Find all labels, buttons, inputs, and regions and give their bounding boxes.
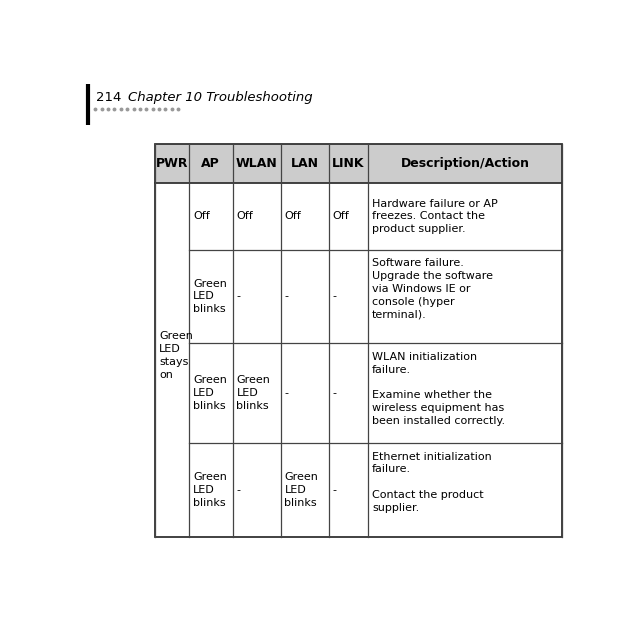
Text: Green
LED
blinks: Green LED blinks	[284, 472, 318, 508]
Text: Green
LED
blinks: Green LED blinks	[237, 375, 270, 411]
Text: -: -	[237, 291, 241, 301]
Text: WLAN: WLAN	[235, 157, 277, 170]
Text: WLAN initialization
failure.

Examine whether the
wireless equipment has
been in: WLAN initialization failure. Examine whe…	[372, 352, 505, 426]
Text: AP: AP	[201, 157, 220, 170]
Text: LINK: LINK	[332, 157, 365, 170]
Text: Off: Off	[193, 211, 210, 221]
Text: Description/Action: Description/Action	[401, 157, 530, 170]
Bar	[155, 144, 562, 183]
Text: Ethernet initialization
failure.

Contact the product
supplier.: Ethernet initialization failure. Contact…	[372, 451, 492, 513]
Text: Hardware failure or AP
freezes. Contact the
product supplier.: Hardware failure or AP freezes. Contact …	[372, 198, 498, 234]
Text: 214: 214	[96, 91, 122, 104]
Text: Off: Off	[284, 211, 301, 221]
Text: Green
LED
blinks: Green LED blinks	[193, 278, 227, 314]
Text: Green
LED
blinks: Green LED blinks	[193, 375, 227, 411]
Text: Off: Off	[332, 211, 349, 221]
Text: Green
LED
blinks: Green LED blinks	[193, 472, 227, 508]
Text: Software failure.
Upgrade the software
via Windows IE or
console (hyper
terminal: Software failure. Upgrade the software v…	[372, 259, 493, 319]
Text: PWR: PWR	[156, 157, 188, 170]
Text: Off: Off	[237, 211, 253, 221]
Text: LAN: LAN	[291, 157, 318, 170]
Text: -: -	[284, 291, 289, 301]
Text: -: -	[332, 291, 337, 301]
Text: -: -	[332, 388, 337, 398]
Text: -: -	[284, 388, 289, 398]
Text: -: -	[332, 485, 337, 495]
Bar	[155, 144, 562, 538]
Text: Chapter 10 Troubleshooting: Chapter 10 Troubleshooting	[128, 91, 313, 104]
Text: -: -	[237, 485, 241, 495]
Text: Green
LED
stays
on: Green LED stays on	[159, 331, 193, 380]
